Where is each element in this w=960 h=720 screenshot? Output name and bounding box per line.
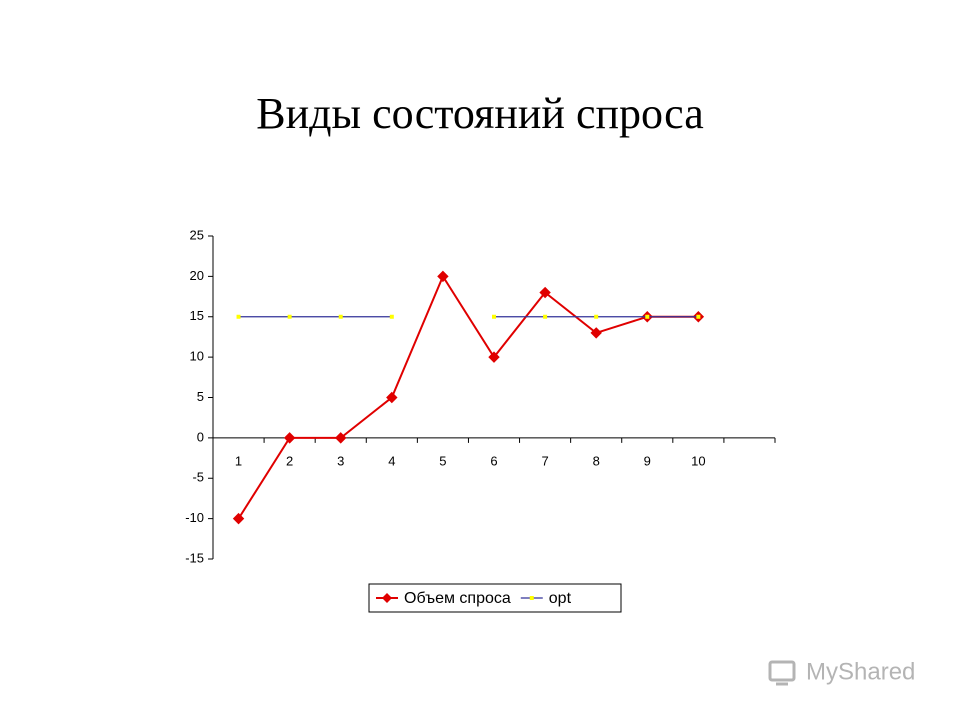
x-tick-label: 5 <box>439 453 446 468</box>
point <box>539 286 551 299</box>
point <box>389 314 394 319</box>
y-tick-label: 0 <box>197 429 204 444</box>
y-tick-label: -15 <box>185 550 204 565</box>
x-tick-label: 8 <box>593 453 600 468</box>
legend-marker <box>382 593 392 603</box>
point <box>696 314 701 319</box>
watermark: MyShared <box>806 658 915 685</box>
y-tick-label: -5 <box>192 470 204 485</box>
x-tick-label: 3 <box>337 453 344 468</box>
x-tick-label: 10 <box>691 453 705 468</box>
point <box>437 270 449 283</box>
point <box>335 432 347 444</box>
point <box>590 327 602 339</box>
y-tick-label: 20 <box>190 268 204 283</box>
point <box>594 314 599 319</box>
watermark-logo: MyShared <box>768 658 915 686</box>
y-tick-label: 10 <box>190 349 204 364</box>
series-line <box>237 274 699 520</box>
legend-label: Объем спроса <box>404 590 511 607</box>
point <box>287 314 292 319</box>
y-tick-label: 25 <box>190 227 204 242</box>
point <box>386 391 398 404</box>
x-tick-label: 1 <box>235 453 242 468</box>
y-tick-label: 15 <box>190 308 204 323</box>
legend: Объем спроса opt <box>368 583 622 613</box>
chart-title: Виды состояний спроса <box>256 89 703 138</box>
point <box>488 351 500 363</box>
x-tick-label: 7 <box>541 453 548 468</box>
point <box>283 432 296 444</box>
point <box>543 314 548 319</box>
x-tick-label: 4 <box>388 453 395 468</box>
point <box>338 314 343 319</box>
point <box>236 314 241 319</box>
x-tick-label: 2 <box>286 453 293 468</box>
legend-marker <box>529 596 534 600</box>
legend-label: opt <box>549 590 572 607</box>
point <box>492 314 496 319</box>
legend-box <box>368 583 622 613</box>
y-tick-label: 5 <box>197 389 204 404</box>
x-tick-label: 6 <box>490 453 497 468</box>
point <box>232 512 245 525</box>
x-tick-label: 9 <box>644 453 651 468</box>
y-tick-label: -10 <box>185 510 204 525</box>
point <box>645 314 650 319</box>
